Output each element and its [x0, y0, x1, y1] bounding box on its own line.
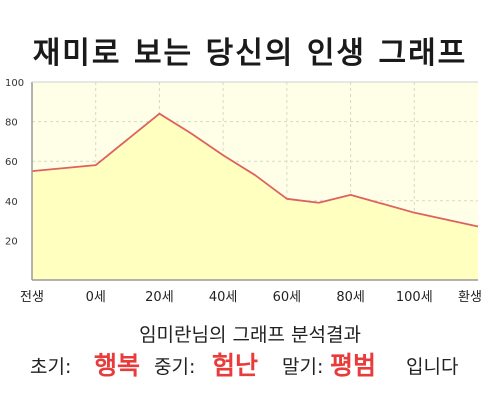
late-value: 평범 — [330, 351, 377, 380]
y-tick-label: 80 — [5, 118, 18, 129]
x-tick-label: 20세 — [145, 290, 174, 305]
y-tick-label: 100 — [5, 78, 24, 89]
x-tick-label: 40세 — [209, 290, 238, 305]
y-tick-label: 20 — [5, 236, 18, 247]
y-tick-label: 60 — [5, 157, 18, 168]
x-tick-label: 환생 — [458, 290, 482, 305]
life-graph-chart: 20 40 60 80 100 전생 0세 20세 40세 60세 80세 100세 환생 — [5, 78, 482, 305]
analysis-subtitle: 임미란님의 그래프 분석결과 — [139, 324, 361, 346]
life-line — [31, 112, 479, 228]
x-tick-label: 0세 — [86, 290, 106, 305]
early-value: 행복 — [94, 351, 141, 380]
late-label: 말기: — [282, 356, 324, 378]
chart-title: 재미로 보는 당신의 인생 그래프 — [32, 36, 468, 71]
analysis-result: 초기: 행복 중기: 험난 말기: 평범 입니다 — [0, 346, 500, 382]
early-label: 초기: — [30, 356, 72, 378]
area-fill — [32, 113, 478, 281]
mid-value: 험난 — [212, 351, 259, 380]
y-tick-label: 40 — [5, 197, 18, 208]
x-tick-label: 60세 — [273, 290, 302, 305]
mid-label: 중기: — [154, 356, 196, 378]
x-tick-label: 100세 — [396, 290, 433, 305]
result-suffix: 입니다 — [406, 356, 459, 378]
x-tick-label: 전생 — [20, 290, 44, 305]
x-tick-label: 80세 — [336, 290, 365, 305]
